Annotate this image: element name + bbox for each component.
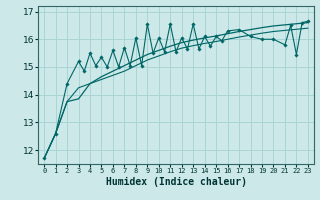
- X-axis label: Humidex (Indice chaleur): Humidex (Indice chaleur): [106, 177, 246, 187]
